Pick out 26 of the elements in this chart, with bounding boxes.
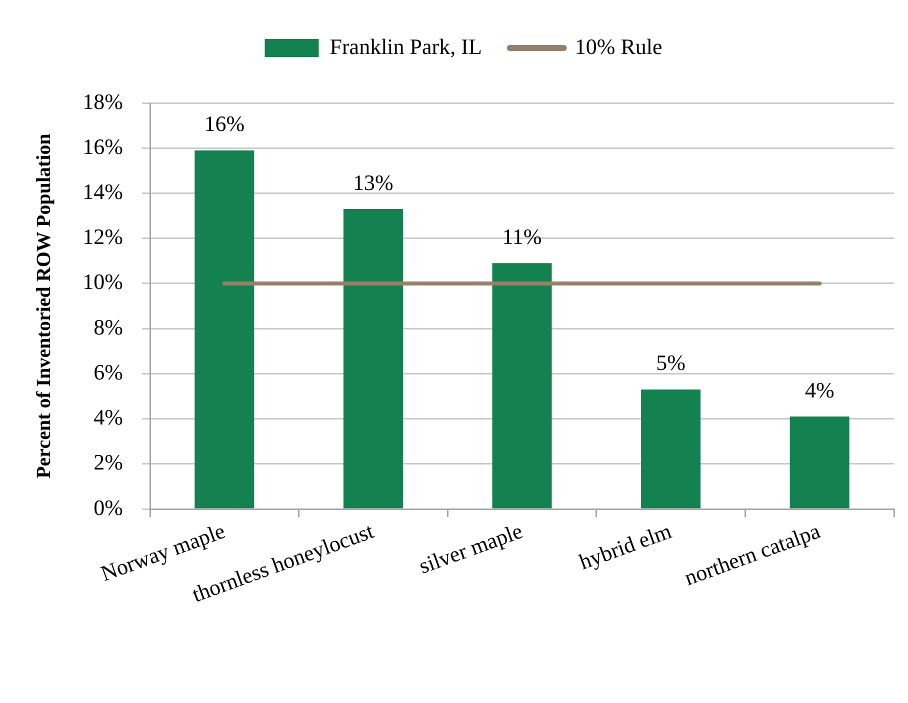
y-tick-label: 16% — [82, 134, 123, 159]
x-tick-label: hybrid elm — [576, 518, 674, 574]
bar — [492, 263, 552, 508]
legend-label: Franklin Park, IL — [330, 34, 482, 59]
y-tick-label: 10% — [82, 269, 123, 294]
bar — [343, 209, 403, 508]
bar — [641, 389, 701, 508]
data-label: 16% — [204, 111, 245, 136]
y-tick-label: 14% — [82, 179, 123, 204]
y-tick-label: 2% — [94, 450, 123, 475]
legend-label: 10% Rule — [574, 34, 662, 59]
y-tick-label: 0% — [94, 494, 123, 520]
x-tick-label: northern catalpa — [681, 518, 824, 590]
y-tick-label: 4% — [94, 404, 123, 430]
x-tick-label: silver maple — [416, 518, 526, 578]
y-tick-label: 8% — [94, 314, 123, 340]
data-label: 11% — [502, 224, 542, 249]
y-tick-label: 12% — [82, 224, 123, 250]
bar — [790, 416, 850, 508]
y-axis-title: Percent of Inventoried ROW Population — [33, 134, 56, 478]
data-label: 13% — [353, 170, 394, 195]
bar — [194, 150, 254, 508]
y-tick-label: 6% — [94, 359, 123, 384]
data-label: 5% — [656, 350, 686, 376]
data-label: 4% — [804, 377, 834, 402]
y-tick-label: 18% — [82, 88, 123, 114]
